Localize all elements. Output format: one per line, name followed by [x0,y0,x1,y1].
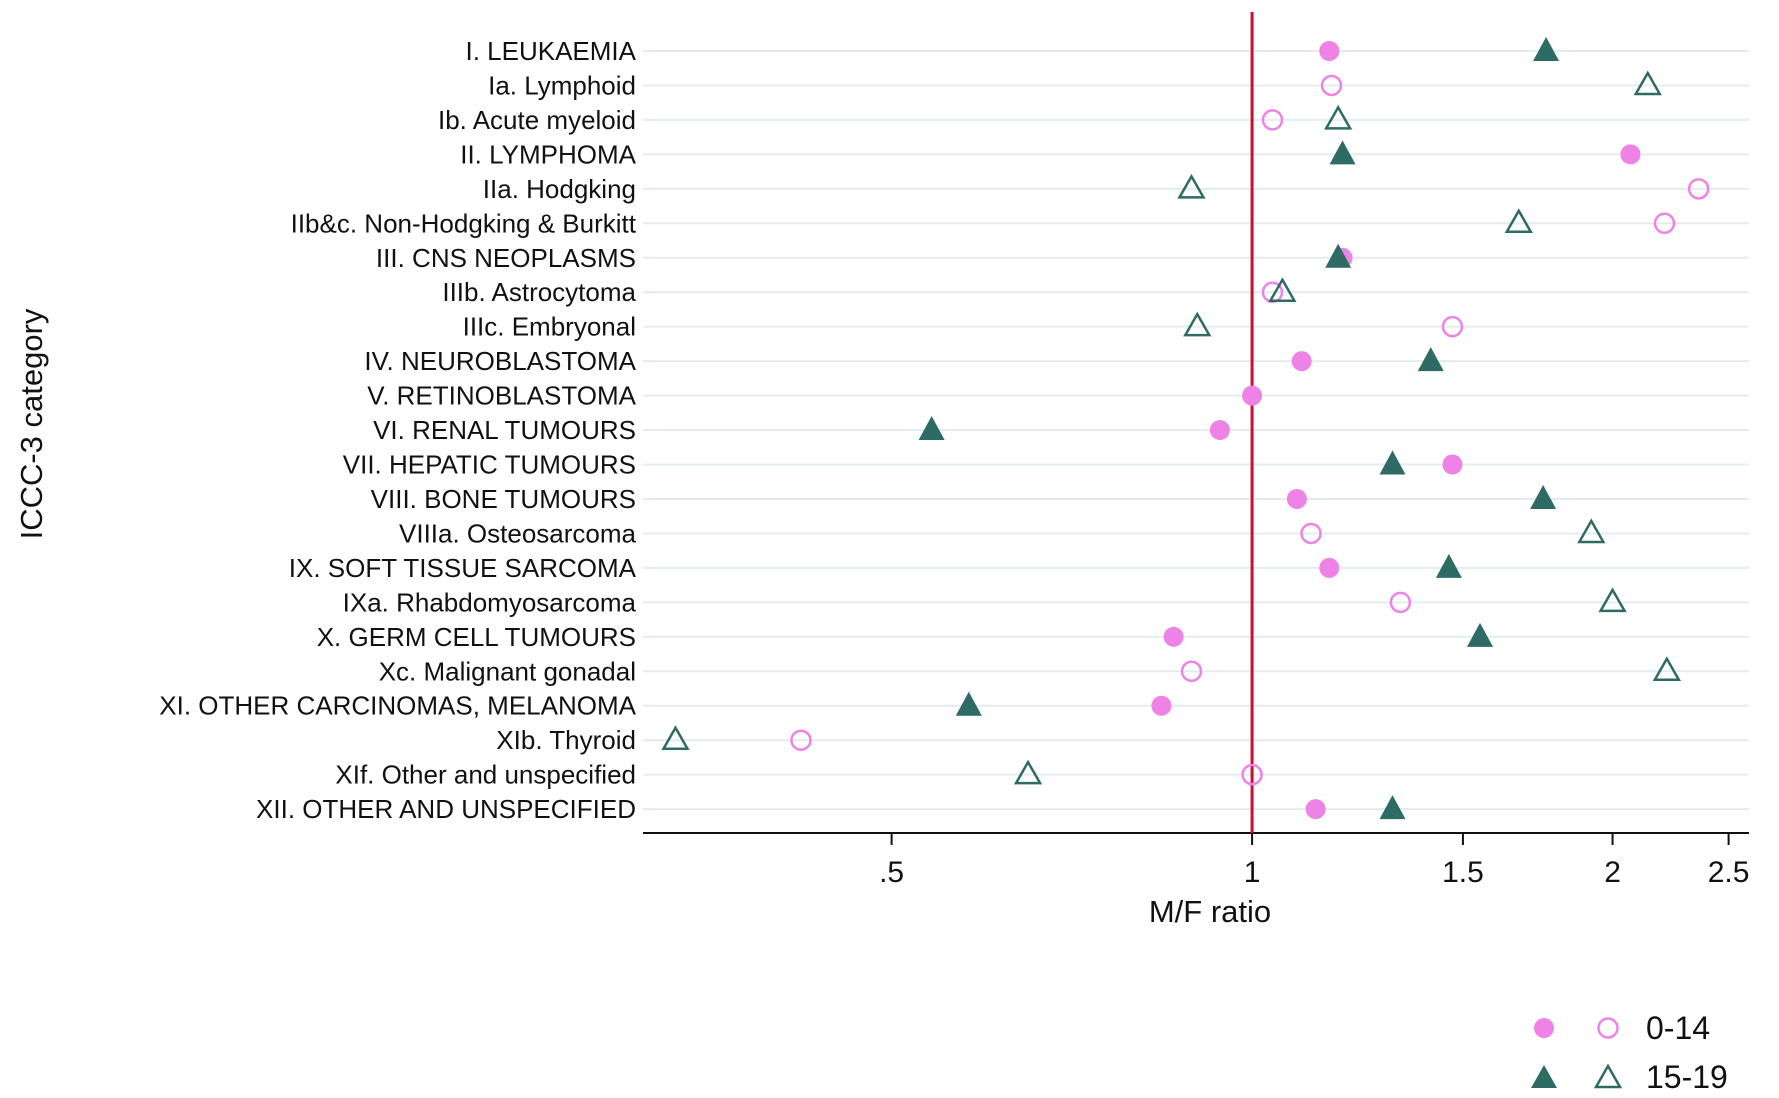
marker-15-19-open [1577,518,1606,544]
category-label: XIb. Thyroid [496,725,636,755]
marker-15-19-filled [1530,484,1557,509]
marker-0-14-open [1687,178,1710,200]
marker-15-19-open [1504,208,1533,234]
category-labels: I. LEUKAEMIA Ia. Lymphoid Ib. Acute myeloi… [159,36,636,824]
marker-0-14-filled [1442,454,1463,475]
marker-15-19-filled [955,691,982,716]
marker-0-14-filled [1319,41,1340,61]
marker-0-14-open [1389,591,1412,614]
category-label: VII. HEPATIC TUMOURS [343,450,636,480]
marker-15-19-filled [1466,622,1493,647]
marker-15-19-open [1652,656,1681,682]
marker-15-19-open [1177,173,1206,199]
category-label: Ia. Lymphoid [488,70,636,100]
marker-0-14-filled [1151,695,1172,716]
marker-15-19-open [1324,104,1353,130]
category-label: XIf. Other and unspecified [335,760,636,790]
marker-15-19-open [1268,277,1297,302]
legend: 0-14 15-19 [1531,1010,1728,1095]
category-label: III. CNS NEOPLASMS [376,243,636,273]
marker-15-19-filled [1379,795,1406,820]
legend-15-19-open-marker [1593,1063,1623,1089]
marker-15-19-filled [1533,37,1560,61]
marker-0-14-filled [1319,557,1340,578]
marker-15-19-open [661,725,690,750]
marker-15-19-open [1598,587,1627,613]
marker-0-14-filled [1242,385,1263,406]
category-label: VIII. BONE TUMOURS [371,484,636,514]
legend-0-14-filled-marker [1534,1018,1554,1038]
category-label: I. LEUKAEMIA [466,36,637,66]
gridlines [643,50,1749,811]
marker-15-19-filled [1435,553,1462,578]
x-tick-label: 1.5 [1442,856,1484,889]
category-label: IX. SOFT TISSUE SARCOMA [289,553,637,583]
category-label: Ib. Acute myeloid [438,105,636,135]
marker-0-14-open [790,729,812,751]
category-label: VI. RENAL TUMOURS [373,415,636,445]
x-axis-ticks: .5 1 1.5 2 2.5 [879,833,1749,889]
x-tick-label: .5 [879,856,904,889]
category-label: IV. NEUROBLASTOMA [364,346,636,376]
marker-0-14-open [1653,212,1676,235]
marker-0-14-open [1180,660,1203,683]
category-label: X. GERM CELL TUMOURS [317,622,636,652]
marker-0-14-open [1320,74,1343,97]
marker-0-14-filled [1305,799,1326,820]
category-label: II. LYMPHOMA [460,139,636,169]
marker-0-14-filled [1209,420,1230,441]
marker-15-19-filled [1329,140,1356,165]
x-tick-label: 2 [1604,856,1621,889]
data-markers [661,37,1710,820]
marker-0-14-open [1241,763,1263,786]
marker-15-19-filled [1417,347,1444,372]
marker-0-14-open [1300,522,1322,545]
marker-15-19-open [1633,70,1662,96]
marker-0-14-filled [1286,488,1307,509]
legend-label-0-14: 0-14 [1646,1010,1710,1046]
legend-15-19-filled-marker [1531,1065,1557,1088]
marker-15-19-open [1013,759,1043,785]
y-axis-title: ICCC-3 category [14,308,49,539]
marker-0-14-open [1441,315,1464,338]
marker-15-19-open [1183,311,1212,337]
category-label: IIIb. Astrocytoma [442,277,636,307]
category-label: IIb&c. Non-Hodgking & Burkitt [291,208,637,238]
category-label: Xc. Malignant gonadal [379,656,636,686]
marker-15-19-filled [918,416,945,441]
category-label: XI. OTHER CARCINOMAS, MELANOMA [159,691,636,721]
category-label: IIa. Hodgking [483,174,636,204]
marker-15-19-filled [1325,243,1352,268]
category-label: IXa. Rhabdomyosarcoma [343,587,637,617]
legend-0-14-open-marker [1597,1017,1619,1039]
x-tick-label: 2.5 [1708,856,1750,889]
category-label: VIIIa. Osteosarcoma [399,518,637,548]
x-axis-title: M/F ratio [1149,894,1271,929]
x-tick-label: 1 [1244,856,1261,889]
category-label: V. RETINOBLASTOMA [367,381,636,411]
legend-label-15-19: 15-19 [1646,1059,1728,1095]
marker-0-14-filled [1620,144,1641,165]
marker-0-14-open [1261,109,1284,131]
category-label: IIIc. Embryonal [463,312,636,342]
marker-0-14-filled [1291,351,1312,372]
marker-15-19-filled [1379,450,1406,475]
marker-0-14-filled [1163,626,1184,647]
category-label: XII. OTHER AND UNSPECIFIED [256,794,636,824]
